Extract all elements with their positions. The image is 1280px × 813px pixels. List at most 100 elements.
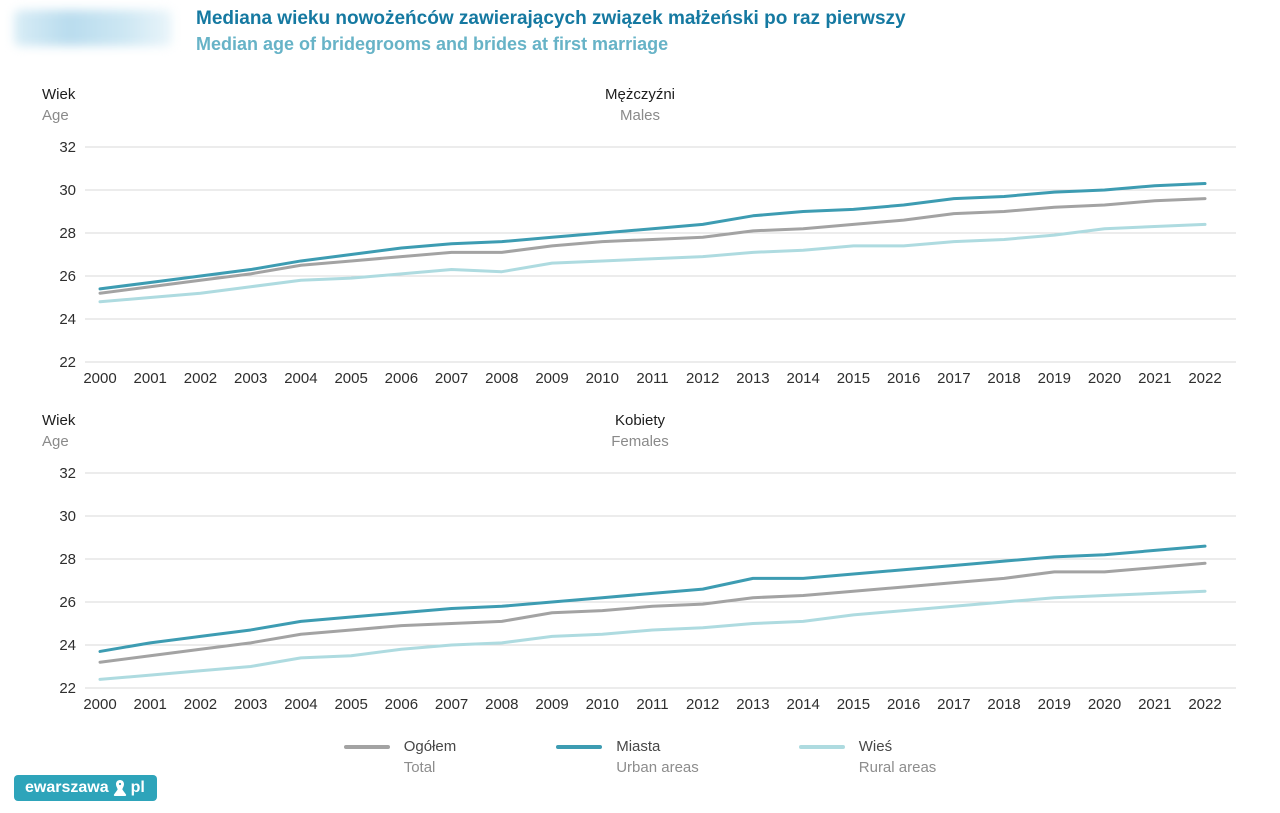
y-tick-label: 30 xyxy=(59,508,76,525)
series-line-rural-areas xyxy=(98,590,1207,682)
legend-label-urban-en: Urban areas xyxy=(616,758,699,776)
x-tick-label: 2006 xyxy=(385,696,418,713)
ewarszawa-logo-text-right: pl xyxy=(130,779,145,796)
females-chart-header: Wiek Age Kobiety Females xyxy=(0,409,1280,461)
x-tick-label: 2020 xyxy=(1088,696,1121,713)
ewarszawa-logo: ewarszawa pl xyxy=(14,775,157,801)
y-axis-label-pl: Wiek xyxy=(42,412,76,430)
x-tick-label: 2013 xyxy=(736,696,769,713)
title-block: Mediana wieku nowożeńców zawierających z… xyxy=(196,8,906,55)
header: Mediana wieku nowożeńców zawierających z… xyxy=(0,0,1280,55)
publisher-logo-blurred xyxy=(14,10,172,46)
y-tick-label: 30 xyxy=(59,182,76,199)
x-tick-label: 2013 xyxy=(736,370,769,387)
x-tick-label: 2012 xyxy=(686,370,719,387)
males-chart: 22 24 26 28 30 32 2000 2001 2002 2003 2004 2005 2006… xyxy=(59,139,1236,387)
x-tick-label: 2008 xyxy=(485,370,518,387)
total-line-swatch xyxy=(343,745,390,750)
urban-line-swatch xyxy=(556,745,603,750)
legend-item-urban: Miasta Urban areas xyxy=(556,737,699,778)
y-tick-label: 32 xyxy=(59,465,76,482)
y-tick-label: 28 xyxy=(59,225,76,242)
females-chart: 22 24 26 28 30 32 2000 2001 2002 2003 2004 2005 2006… xyxy=(59,465,1236,713)
x-tick-label: 2010 xyxy=(586,696,619,713)
x-tick-label: 2001 xyxy=(134,696,167,713)
females-chart-title-pl: Kobiety xyxy=(614,412,666,430)
legend-label-urban: Miasta Urban areas xyxy=(616,737,699,778)
x-tick-label: 2017 xyxy=(937,696,970,713)
y-tick-label: 26 xyxy=(59,268,76,285)
series-line-rural-areas xyxy=(98,223,1207,304)
legend-label-rural-pl: Wieś xyxy=(858,738,893,756)
rural-line-swatch xyxy=(798,745,845,750)
legend-label-total: Ogółem Total xyxy=(404,737,457,778)
males-chart-title-pl: Mężczyźni xyxy=(604,86,675,104)
x-tick-label: 2011 xyxy=(636,370,668,387)
x-tick-label: 2022 xyxy=(1188,696,1221,713)
x-tick-label: 2014 xyxy=(786,696,819,713)
page-title-pl: Mediana wieku nowożeńców zawierających z… xyxy=(196,8,906,29)
syrenka-icon xyxy=(113,780,126,796)
x-tick-label: 2005 xyxy=(334,370,367,387)
legend-label-rural: Wieś Rural areas xyxy=(859,737,937,778)
x-tick-label: 2021 xyxy=(1138,370,1171,387)
x-tick-label: 2020 xyxy=(1088,370,1121,387)
x-tick-label: 2003 xyxy=(234,696,267,713)
x-tick-label: 2016 xyxy=(887,696,920,713)
x-tick-label: 2001 xyxy=(134,370,167,387)
y-tick-label: 24 xyxy=(59,311,76,328)
series-line-total xyxy=(98,562,1207,665)
y-tick-label: 24 xyxy=(59,637,76,654)
x-tick-label: 2002 xyxy=(184,370,217,387)
x-tick-label: 2019 xyxy=(1038,370,1071,387)
x-tick-label: 2000 xyxy=(83,370,116,387)
series-line-total xyxy=(98,197,1207,296)
ewarszawa-logo-text-left: ewarszawa xyxy=(25,779,109,796)
x-tick-label: 2016 xyxy=(887,370,920,387)
series-line-urban-areas xyxy=(98,544,1207,654)
y-tick-label: 32 xyxy=(59,139,76,156)
y-tick-label: 22 xyxy=(59,680,76,697)
females-chart-title-en: Females xyxy=(611,432,669,450)
y-tick-label: 26 xyxy=(59,594,76,611)
legend-label-total-en: Total xyxy=(403,758,436,776)
x-tick-label: 2021 xyxy=(1138,696,1171,713)
series-line-urban-areas xyxy=(98,182,1207,291)
x-tick-label: 2012 xyxy=(686,696,719,713)
x-tick-label: 2002 xyxy=(184,696,217,713)
legend-item-rural: Wieś Rural areas xyxy=(798,737,937,778)
x-tick-label: 2015 xyxy=(837,370,870,387)
x-tick-label: 2000 xyxy=(83,696,116,713)
x-tick-label: 2015 xyxy=(837,696,870,713)
legend-item-total: Ogółem Total xyxy=(343,737,457,778)
x-tick-label: 2009 xyxy=(535,370,568,387)
legend-label-urban-pl: Miasta xyxy=(616,738,661,756)
y-tick-label: 28 xyxy=(59,551,76,568)
x-tick-label: 2010 xyxy=(586,370,619,387)
legend-label-rural-en: Rural areas xyxy=(858,758,937,776)
x-tick-label: 2003 xyxy=(234,370,267,387)
page-title-en: Median age of bridegrooms and brides at … xyxy=(196,33,669,54)
x-tick-label: 2007 xyxy=(435,696,468,713)
y-tick-label: 22 xyxy=(59,354,76,371)
y-axis-label-pl: Wiek xyxy=(42,86,76,104)
y-axis-label: Wiek Age xyxy=(42,411,75,452)
x-tick-label: 2004 xyxy=(284,370,317,387)
x-tick-label: 2005 xyxy=(334,696,367,713)
y-axis-label: Wiek Age xyxy=(42,85,75,126)
y-axis-label-en: Age xyxy=(42,432,69,450)
males-chart-title: Mężczyźni Males xyxy=(0,83,1280,126)
x-tick-label: 2008 xyxy=(485,696,518,713)
x-tick-label: 2009 xyxy=(535,696,568,713)
x-tick-label: 2018 xyxy=(987,370,1020,387)
x-tick-label: 2017 xyxy=(937,370,970,387)
x-tick-label: 2022 xyxy=(1188,370,1221,387)
x-tick-label: 2018 xyxy=(987,696,1020,713)
x-tick-label: 2019 xyxy=(1038,696,1071,713)
x-tick-label: 2014 xyxy=(786,370,819,387)
males-chart-header: Wiek Age Mężczyźni Males xyxy=(0,83,1280,135)
legend: Ogółem Total Miasta Urban areas Wieś Rur… xyxy=(0,737,1280,778)
males-chart-title-en: Males xyxy=(619,106,660,124)
legend-label-total-pl: Ogółem xyxy=(403,738,457,756)
